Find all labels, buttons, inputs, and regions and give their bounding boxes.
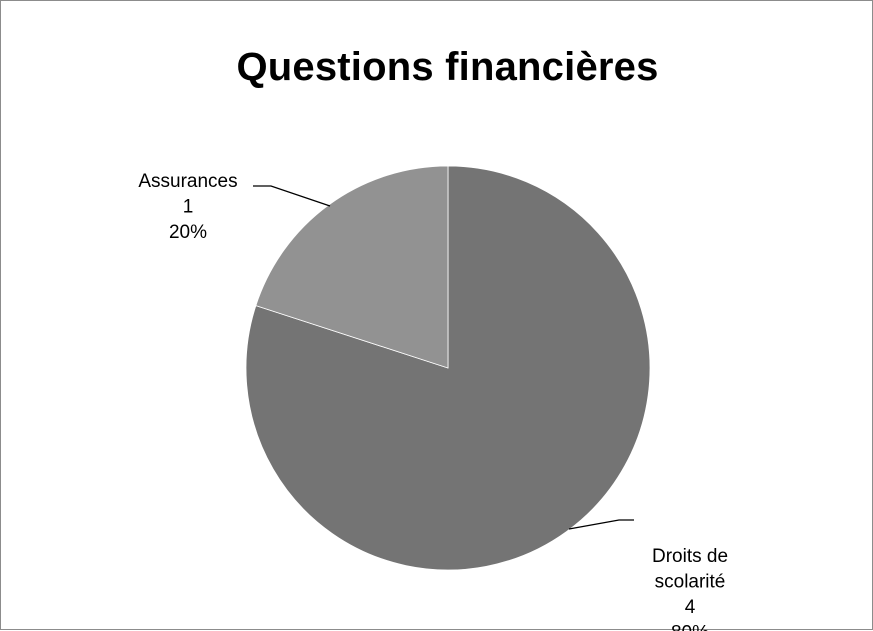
data-label-0-value: 4 xyxy=(685,597,696,618)
leader-line-1 xyxy=(253,186,330,206)
data-label-1-value: 1 xyxy=(183,197,194,218)
slices-layer xyxy=(246,166,650,570)
data-label-0-category: scolarité xyxy=(655,572,726,593)
data-label-1-percent: 20% xyxy=(169,222,207,243)
data-label-1-category: Assurances xyxy=(138,171,237,192)
data-label-0-category: Droits de xyxy=(652,546,728,567)
